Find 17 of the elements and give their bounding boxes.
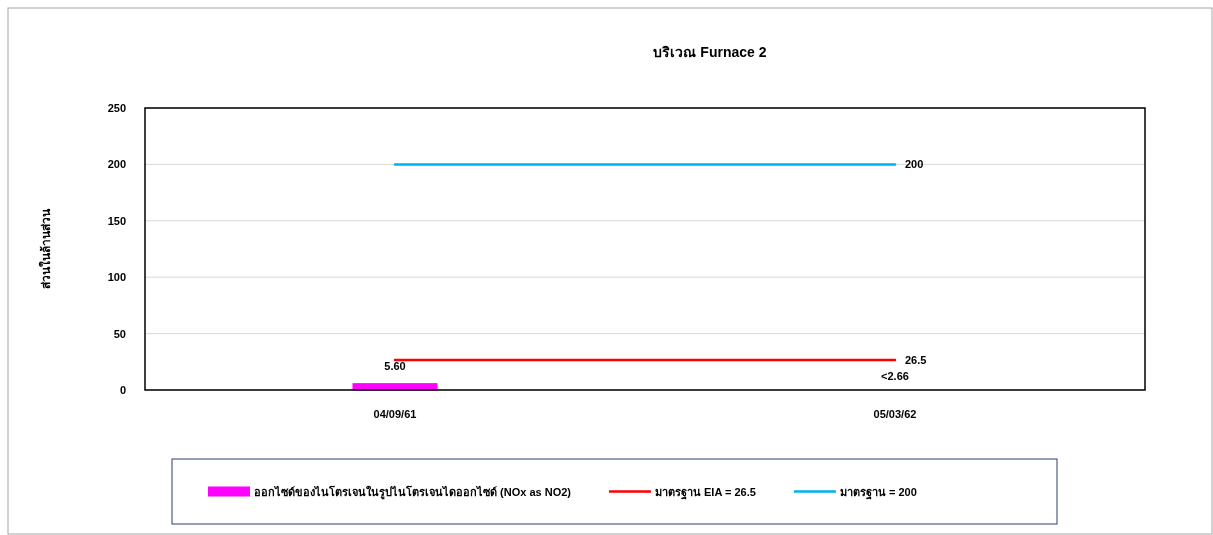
y-axis-title: ส่วนในล้านส่วน xyxy=(38,208,53,289)
y-tick-label: 0 xyxy=(119,384,126,396)
data-label: 26.5 xyxy=(905,354,927,367)
legend-label: ออกไซด์ของไนโตรเจนในรูปไนโตรเจนไดออกไซด์ (NOx as NO2) xyxy=(254,484,572,500)
legend-label: มาตรฐาน EIA = 26.5 xyxy=(654,485,756,500)
y-tick-label: 100 xyxy=(107,271,126,284)
y-tick-label: 200 xyxy=(107,158,126,171)
y-tick-label: 50 xyxy=(113,327,126,340)
data-label: 200 xyxy=(905,158,924,171)
y-tick-label: 150 xyxy=(107,214,126,227)
x-tick-label: 04/09/61 xyxy=(373,408,417,420)
chart-title: บริเวณ Furnace 2 xyxy=(653,44,767,60)
text: <2.66 xyxy=(881,370,909,382)
x-tick-label: 05/03/62 xyxy=(873,408,917,420)
y-tick-label: 250 xyxy=(107,102,126,114)
legend-label: มาตรฐาน = 200 xyxy=(839,485,917,500)
data-label: 5.60 xyxy=(384,359,406,372)
